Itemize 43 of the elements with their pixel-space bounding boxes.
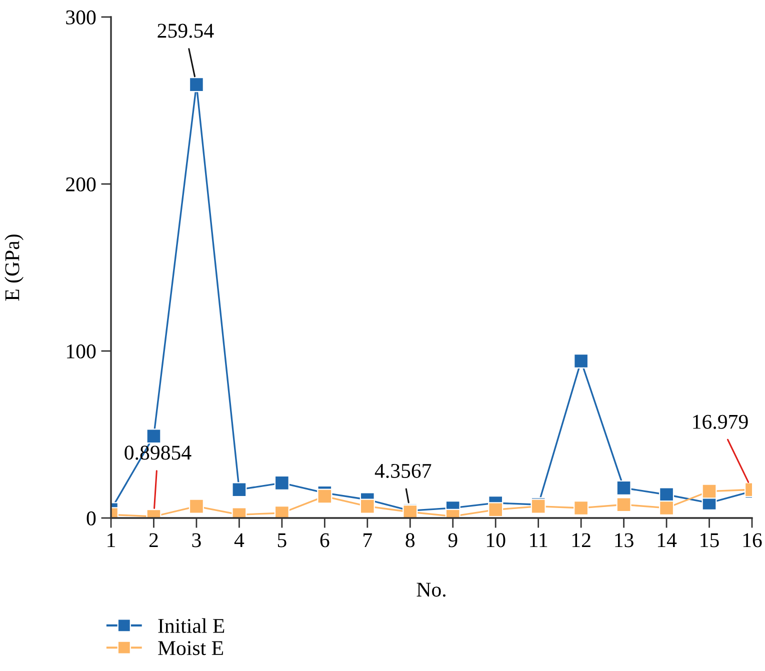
point (574, 500, 589, 516)
x-tick-label: 9 (448, 533, 458, 548)
point (274, 505, 290, 518)
x-tick-label: 11 (530, 533, 548, 548)
point (317, 488, 332, 504)
x-tick-label: 12 (572, 533, 590, 548)
legend-label: Moist E (158, 641, 223, 656)
y-axis-title: E (GPa) (4, 234, 24, 301)
x-tick-label: 13 (615, 533, 634, 548)
point (274, 475, 290, 490)
x-tick-label: 1 (108, 533, 115, 548)
x-tick-label: 4 (234, 533, 244, 548)
point (659, 500, 674, 516)
x-tick-label: 16 (743, 533, 762, 548)
x-tick-label: 5 (278, 533, 286, 548)
point (574, 354, 589, 369)
point (488, 502, 504, 518)
point (616, 480, 632, 496)
x-tick-label: 2 (149, 533, 158, 548)
x-tick-label: 6 (320, 533, 330, 548)
y-tick-label: 0 (86, 511, 96, 526)
point (232, 482, 247, 498)
point (616, 497, 632, 512)
point (659, 487, 674, 502)
point (360, 498, 375, 514)
x-tick-label: 7 (364, 533, 372, 548)
x-tick-label: 14 (658, 533, 677, 548)
x-tick-label: 10 (487, 533, 506, 548)
point (146, 428, 162, 444)
annotation: 16.979 (693, 414, 748, 429)
point (188, 498, 204, 514)
x-tick-label: 3 (192, 533, 201, 548)
x-tick-label: 8 (406, 533, 415, 548)
x-tick-label: 15 (700, 533, 719, 548)
x-axis-title: No. (416, 582, 446, 597)
y-tick-label: 300 (66, 10, 96, 24)
annotation: 259.54 (158, 24, 214, 38)
point (702, 484, 717, 499)
point (188, 77, 204, 92)
annotation: 4.3567 (374, 464, 432, 478)
y-tick-label: 200 (66, 177, 96, 192)
legend-label: Initial E (158, 618, 224, 633)
y-tick-label: 100 (67, 344, 96, 358)
